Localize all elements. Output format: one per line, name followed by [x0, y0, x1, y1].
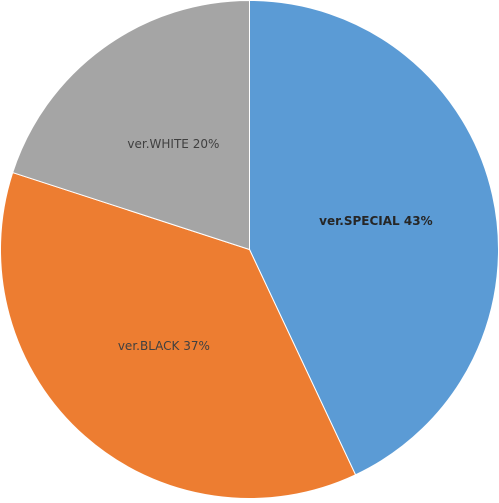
data-label: ver.WHITE 20% [127, 137, 219, 151]
pie-slice [0, 171, 357, 499]
data-label: ver.SPECIAL 43% [319, 214, 432, 228]
data-label: ver.BLACK 37% [118, 339, 210, 353]
pie-slice [249, 0, 499, 476]
pie-slice [12, 0, 250, 251]
